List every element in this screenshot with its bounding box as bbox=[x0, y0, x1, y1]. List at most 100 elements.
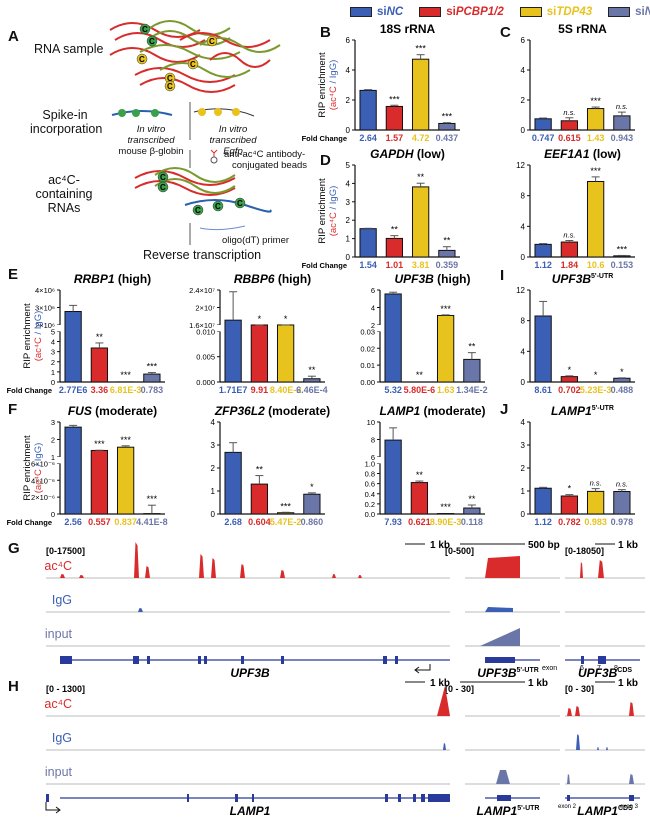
y-tick-label: 1 bbox=[346, 235, 351, 244]
legend-label: siPCBP1/2 bbox=[446, 6, 504, 18]
exon-block bbox=[485, 657, 515, 663]
rna-strand bbox=[109, 47, 201, 63]
bar bbox=[384, 439, 402, 515]
bar bbox=[438, 249, 456, 258]
nucleotide-letter: C bbox=[237, 199, 243, 208]
significance-label: n.s. bbox=[563, 108, 575, 117]
signal-peak bbox=[629, 774, 634, 784]
step-ac4c-line1: ac⁴C- bbox=[48, 173, 80, 187]
rna-strand bbox=[139, 77, 236, 93]
utr-igg-signal bbox=[485, 607, 513, 612]
y-tick-label: 0 bbox=[211, 510, 216, 519]
egfp-line1: In vitro transcribed bbox=[209, 124, 257, 146]
nucleotide-letter: C bbox=[160, 173, 166, 182]
significance-label: ** bbox=[256, 465, 264, 475]
exon-block bbox=[281, 656, 284, 664]
y-tick-label: 6 bbox=[521, 36, 526, 45]
y-tick-label: 3 bbox=[51, 418, 55, 427]
bar bbox=[411, 58, 430, 131]
fold-change-value: 1.57 bbox=[386, 133, 404, 143]
nucleotide-letter: C bbox=[195, 206, 201, 215]
y-tick-label: 2 bbox=[521, 464, 526, 473]
signal-peak bbox=[567, 708, 572, 716]
bar bbox=[463, 358, 481, 383]
y-tick-label: 3 bbox=[51, 348, 55, 357]
fold-change-value: 1.43 bbox=[587, 133, 605, 143]
bar bbox=[90, 449, 109, 515]
significance-label: *** bbox=[120, 435, 131, 445]
y-tick-label: 1 bbox=[51, 453, 55, 462]
bar bbox=[384, 293, 402, 383]
fold-change-value: 3.81 bbox=[412, 260, 430, 270]
exon-number: 8 bbox=[614, 665, 618, 672]
y-axis-label: RIP enrichment(ac⁴C / IgG) bbox=[317, 178, 339, 244]
globin-line2: mouse β-globin bbox=[118, 146, 184, 157]
fold-change-value: 5.47E-2 bbox=[270, 517, 302, 527]
chart-e3: UPF3B (high) 0.00 0.01 0.02 0.032 4 6 5.32 ** 5.8… bbox=[360, 272, 487, 395]
step-ac4c-rnas: ac⁴C- containing RNAs bbox=[22, 173, 106, 215]
egfp-c bbox=[214, 108, 222, 116]
panel-letter-g: G bbox=[8, 540, 20, 557]
exon-block bbox=[235, 794, 238, 802]
track-label-0: ac⁴C bbox=[44, 559, 72, 573]
ac4c-nucleotide bbox=[192, 204, 204, 216]
y-tick-label: 0.8 bbox=[365, 470, 375, 479]
fold-change-value: 0.983 bbox=[584, 517, 607, 527]
exon-block bbox=[198, 656, 201, 664]
fold-change-value: 5.23E-3 bbox=[580, 385, 612, 395]
chart-f3: LAMP1 (moderate) 0.00.20.40.60.8 1.06 8 10 7.… bbox=[365, 404, 486, 527]
chart-title: GAPDH (low) bbox=[370, 147, 445, 161]
legend: siNC siPCBP1/2 siTDP43 siNAT10 bbox=[350, 6, 650, 18]
signal-peak bbox=[443, 743, 446, 750]
signal-peak bbox=[60, 574, 65, 578]
signal-peak bbox=[629, 702, 634, 716]
exon-block bbox=[395, 656, 398, 664]
range-label: [0 - 30] bbox=[565, 684, 594, 694]
axis-break bbox=[376, 324, 384, 332]
beads-label: anti-ac⁴C antibody- conjugated beads bbox=[224, 149, 307, 171]
panel-letter-c: C bbox=[500, 24, 511, 41]
panel-letter-b: B bbox=[320, 24, 331, 41]
fold-change-value: 8.40E-2 bbox=[270, 385, 302, 395]
gene-label: UPF3BCDS bbox=[578, 666, 632, 680]
y-tick-label: 6 bbox=[371, 453, 375, 462]
nucleotide-letter: C bbox=[160, 183, 166, 192]
legend-swatch bbox=[519, 7, 542, 17]
y-tick-label: 4 bbox=[346, 179, 351, 188]
significance-label: ** bbox=[468, 494, 476, 504]
significance-label: * bbox=[568, 484, 572, 494]
panel-letter-d: D bbox=[320, 152, 331, 169]
fold-change-value: 9.91 bbox=[251, 385, 269, 395]
chart-f2: ZFP36L2 (moderate) 0 1 2 3 4 2.68 ** 0.604 *** 5.4… bbox=[211, 404, 331, 527]
fold-change-value: 2.64 bbox=[359, 133, 377, 143]
egfp-line2: Egfp bbox=[223, 146, 243, 157]
y-axis-label: RIP enrichment(ac⁴C / IgG) bbox=[317, 52, 339, 118]
chart-b: 18S rRNA 0 2 4 6 2.64 *** 1.57 *** 4.72 *** 0.437 Fo… bbox=[302, 22, 460, 143]
y-tick-label: 0 bbox=[521, 253, 526, 262]
y-tick-label: 0.010 bbox=[196, 327, 215, 336]
ac4c-nucleotide bbox=[212, 200, 224, 212]
axis-break bbox=[376, 456, 384, 464]
signal-peak bbox=[280, 570, 285, 578]
fold-change-value: 0.118 bbox=[461, 517, 483, 527]
exon-label: exon bbox=[542, 665, 557, 672]
fold-change-value: 0.782 bbox=[558, 517, 581, 527]
significance-label: *** bbox=[120, 370, 131, 380]
fold-change-value: 1.63 bbox=[437, 385, 455, 395]
bar bbox=[534, 315, 552, 383]
y-tick-label: 10 bbox=[367, 418, 375, 427]
y-tick-label: 2 bbox=[211, 464, 216, 473]
exon-block bbox=[581, 656, 584, 664]
fold-change-label: Fold Change bbox=[7, 518, 52, 527]
exon-number: 7 bbox=[597, 665, 601, 672]
exon-block bbox=[497, 795, 511, 801]
signal-peak bbox=[199, 554, 204, 578]
signal-peak bbox=[580, 562, 583, 578]
bar bbox=[586, 490, 605, 515]
rna-strand bbox=[209, 52, 271, 68]
y-tick-label: 0 bbox=[346, 126, 351, 135]
egfp-label: In vitro transcribed Egfp bbox=[198, 124, 268, 157]
fold-change-value: 0.860 bbox=[301, 517, 324, 527]
bar bbox=[276, 324, 295, 383]
